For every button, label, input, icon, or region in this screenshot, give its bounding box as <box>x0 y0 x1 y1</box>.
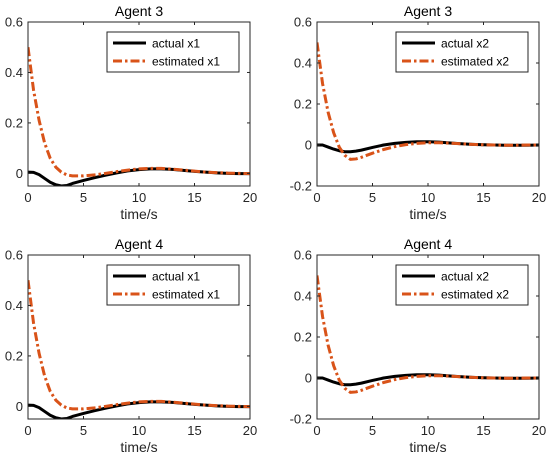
x-tick-label: 20 <box>243 190 257 205</box>
y-tick-label: 0 <box>305 138 312 153</box>
legend: actual x2 estimated x2 <box>395 31 529 73</box>
x-tick-label: 0 <box>24 190 31 205</box>
legend-box <box>395 264 529 306</box>
legend-label: estimated x1 <box>152 288 220 302</box>
subplot-title: Agent 3 <box>115 3 163 19</box>
x-tick-label: 5 <box>369 423 376 438</box>
series-lines <box>28 280 250 419</box>
subplot-agent3-x1: 0 5 10 15 20 0 0.2 0.4 0.6 Agent 3 time/s actual x1… <box>5 3 257 222</box>
legend-box <box>106 264 240 306</box>
y-tick-label: 0.4 <box>294 289 312 304</box>
x-axis-label: time/s <box>120 439 157 455</box>
estimated-series-line <box>28 47 250 178</box>
subplot-agent4-x1: 0 5 10 15 20 0 0.2 0.4 0.6 Agent 4 time/s actual x1… <box>5 236 257 455</box>
subplot-title: Agent 3 <box>404 3 452 19</box>
x-tick-label: 15 <box>187 423 201 438</box>
y-tick-label: 0.6 <box>5 248 23 263</box>
x-tick-label: 20 <box>243 423 257 438</box>
x-tick-label: 5 <box>369 190 376 205</box>
x-axis-label: time/s <box>409 439 446 455</box>
legend-label: estimated x1 <box>152 55 220 69</box>
y-tick-label: 0.2 <box>5 115 23 130</box>
x-tick-label: 20 <box>532 423 546 438</box>
y-tick-label: 0.6 <box>294 248 312 263</box>
x-tick-label: 5 <box>80 423 87 438</box>
legend: actual x1 estimated x1 <box>106 31 240 73</box>
legend: actual x1 estimated x1 <box>106 264 240 306</box>
legend-label: estimated x2 <box>441 55 509 69</box>
estimated-series-line <box>317 275 539 394</box>
legend-box <box>395 31 529 73</box>
x-tick-label: 0 <box>313 190 320 205</box>
y-tick-label: 0.4 <box>5 65 23 80</box>
y-tick-label: 0 <box>305 371 312 386</box>
y-tick-label: 0.6 <box>294 15 312 30</box>
x-tick-label: 10 <box>132 190 146 205</box>
series-lines <box>317 42 539 161</box>
estimated-series-line <box>317 42 539 161</box>
estimated-series-line <box>28 280 250 411</box>
x-axis-label: time/s <box>120 206 157 222</box>
x-tick-label: 10 <box>421 190 435 205</box>
x-tick-label: 15 <box>476 423 490 438</box>
x-tick-label: 15 <box>476 190 490 205</box>
x-axis-label: time/s <box>409 206 446 222</box>
subplot-title: Agent 4 <box>404 236 452 252</box>
y-tick-label: -0.2 <box>290 412 312 427</box>
x-tick-label: 15 <box>187 190 201 205</box>
legend-label: actual x1 <box>152 270 200 284</box>
legend-label: actual x1 <box>152 37 200 51</box>
legend-label: actual x2 <box>441 270 489 284</box>
subplot-title: Agent 4 <box>115 236 163 252</box>
x-tick-label: 0 <box>24 423 31 438</box>
x-tick-label: 20 <box>532 190 546 205</box>
y-tick-label: 0.2 <box>294 330 312 345</box>
legend-box <box>106 31 240 73</box>
x-tick-label: 0 <box>313 423 320 438</box>
y-tick-label: 0.2 <box>5 348 23 363</box>
y-tick-label: 0.2 <box>294 97 312 112</box>
x-tick-label: 5 <box>80 190 87 205</box>
x-tick-label: 10 <box>421 423 435 438</box>
legend-label: actual x2 <box>441 37 489 51</box>
legend: actual x2 estimated x2 <box>395 264 529 306</box>
y-tick-label: 0 <box>16 166 23 181</box>
x-tick-label: 10 <box>132 423 146 438</box>
legend-label: estimated x2 <box>441 288 509 302</box>
y-tick-label: -0.2 <box>290 179 312 194</box>
y-tick-label: 0 <box>16 399 23 414</box>
y-tick-label: 0.4 <box>5 298 23 313</box>
y-tick-label: 0.4 <box>294 56 312 71</box>
series-lines <box>317 275 539 394</box>
y-tick-label: 0.6 <box>5 15 23 30</box>
series-lines <box>28 47 250 186</box>
